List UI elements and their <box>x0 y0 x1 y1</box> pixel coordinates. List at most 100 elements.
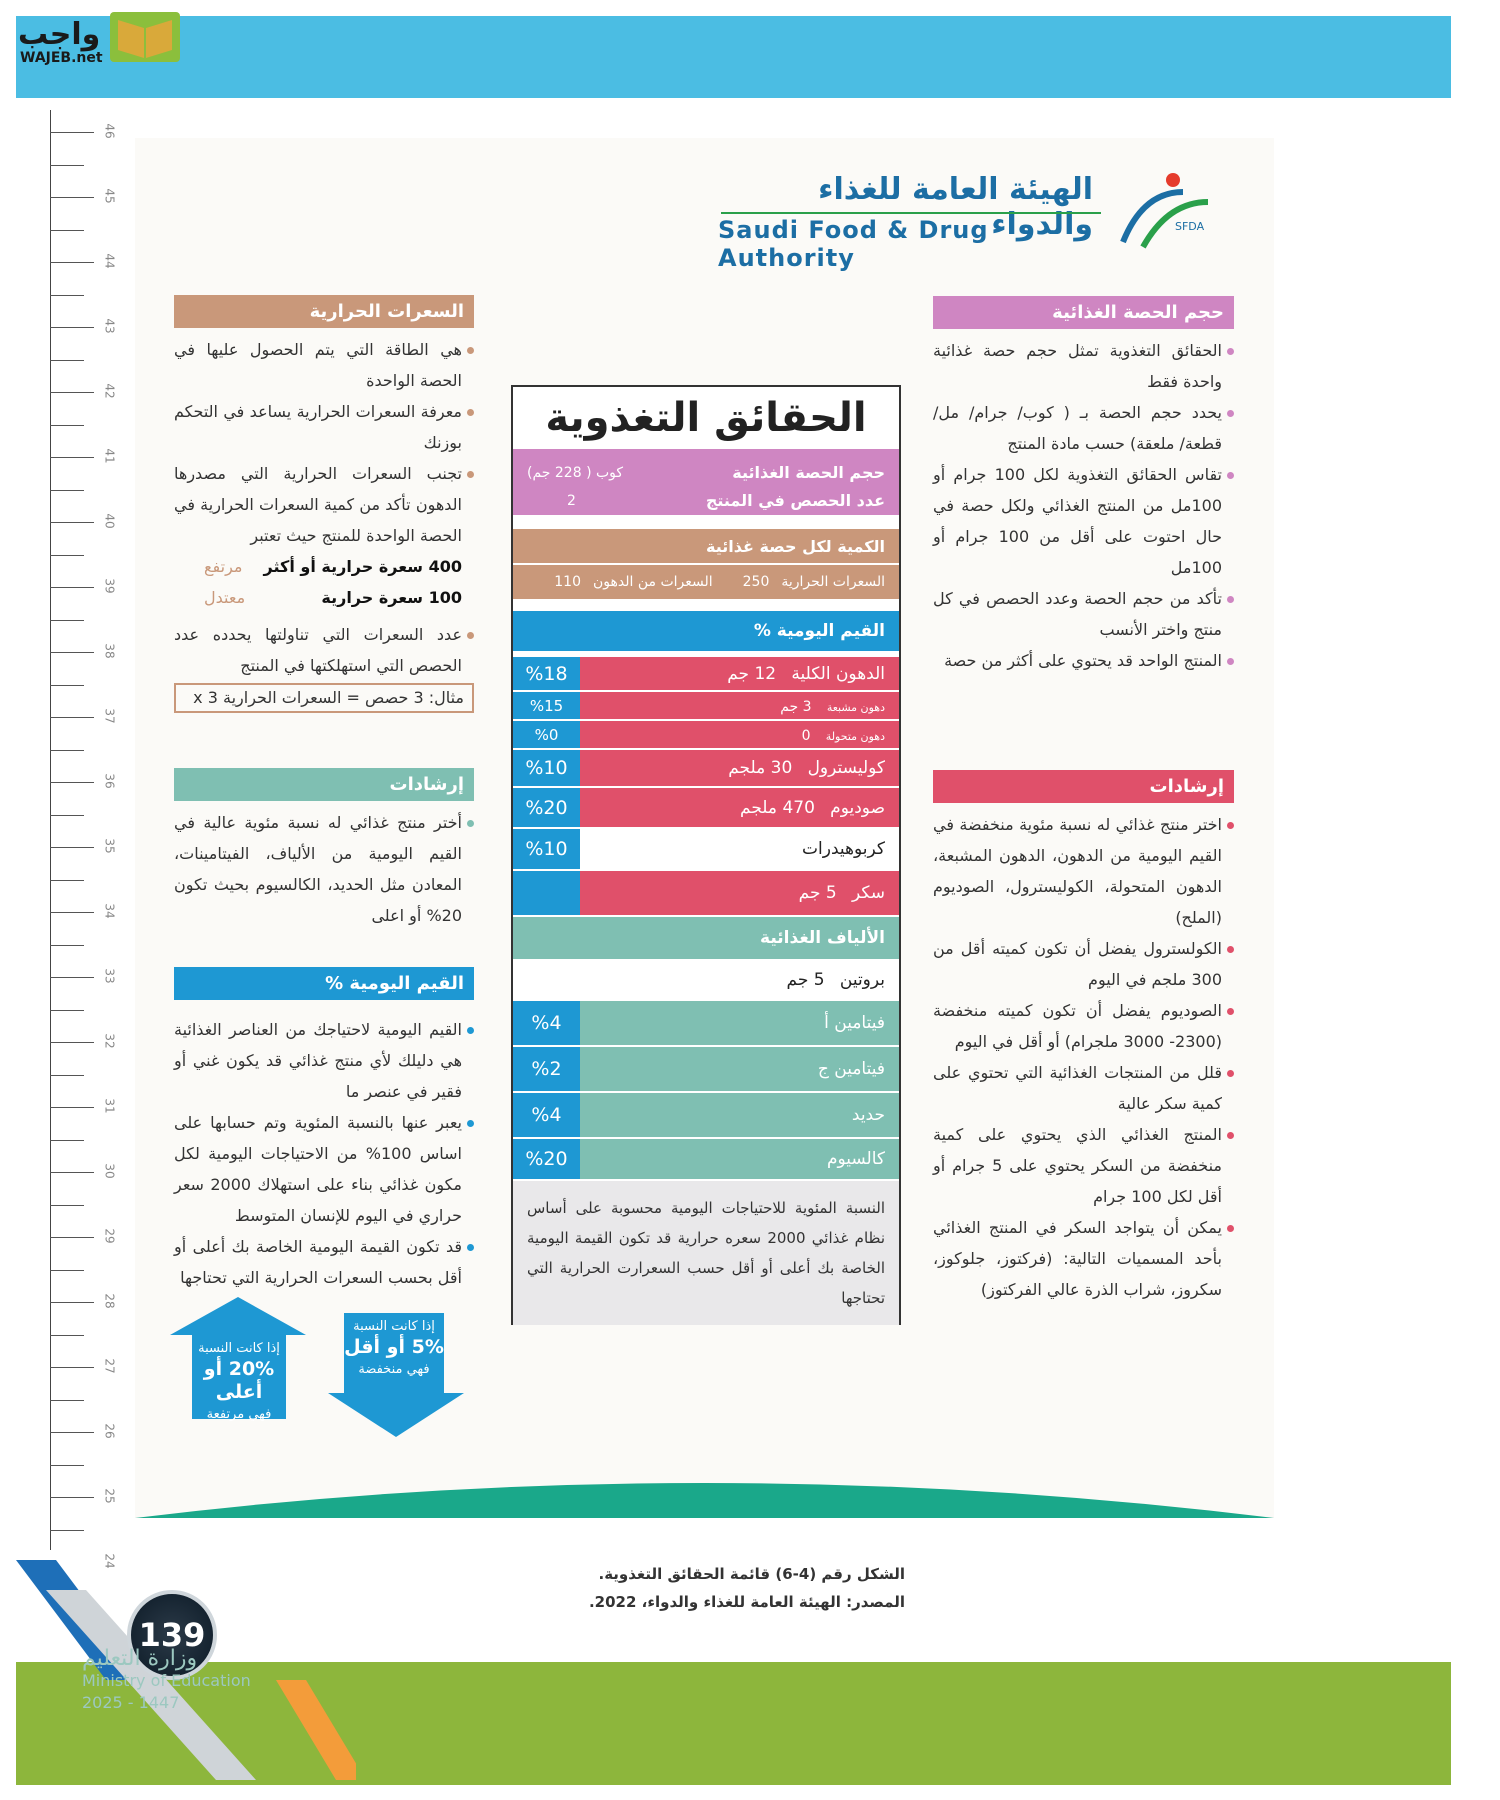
daily-value-header: القيم اليومية % <box>513 611 899 657</box>
ministry-decoration <box>16 1560 356 1780</box>
list-item: الحقائق التغذوية تمثل حجم حصة غذائية واح… <box>933 335 1234 397</box>
nutrient-row: فيتامين ج %2 <box>513 1047 899 1093</box>
section-title: السعرات الحرارية <box>174 295 474 328</box>
ruler-tick <box>50 847 94 848</box>
ruler-tick <box>50 262 94 263</box>
nutrient-amount: 30 ملجم <box>728 758 793 778</box>
ruler-number: 37 <box>102 708 117 724</box>
top-banner <box>16 16 1451 98</box>
daily-value-percent: %10 <box>513 750 580 786</box>
page-ruler: 46 45 44 43 42 41 40 39 38 37 36 35 34 33 32 31 30 29 28 27… <box>50 110 120 1569</box>
ruler-tick <box>50 1139 84 1141</box>
ruler-number: 43 <box>102 318 117 334</box>
ruler-number: 40 <box>102 513 117 529</box>
ruler-tick <box>50 294 84 296</box>
nutrient-name: الدهون الكلية <box>791 663 885 684</box>
sfda-name-en: Saudi Food & Drug Authority <box>718 216 989 272</box>
arrow-up-icon <box>170 1297 306 1419</box>
nutrient-name: دهون مشبعة <box>826 701 885 714</box>
list-item: تقاس الحقائق التغذوية لكل 100 جرام أو 10… <box>933 459 1234 583</box>
ruler-tick <box>50 684 84 686</box>
section-title: حجم الحصة الغذائية <box>933 296 1234 329</box>
nutrient-name: كوليسترول <box>807 758 885 778</box>
ruler-tick <box>50 1107 94 1108</box>
ruler-number: 44 <box>102 253 117 269</box>
ruler-number: 35 <box>102 838 117 854</box>
ruler-tick <box>50 1367 94 1368</box>
ruler-tick <box>50 197 94 198</box>
right-guidance-section: إرشادات اختر منتج غذائي له نسبة مئوية من… <box>933 770 1234 1305</box>
ruler-tick <box>50 554 84 556</box>
nutrient-row: الألياف الغذائية <box>513 917 899 961</box>
nutrient-amount: 12 جم <box>727 663 777 684</box>
nutrient-name: فيتامين أ <box>824 1013 885 1033</box>
ruler-tick <box>50 229 84 231</box>
ruler-tick <box>50 457 94 458</box>
nutrient-row: الدهون الكلية 12 جم %18 <box>513 657 899 692</box>
list-item: عدد السعرات التي تناولتها يحدده عدد الحص… <box>174 619 474 681</box>
svg-text:WAJEB.net: WAJEB.net <box>20 50 103 66</box>
ruler-tick <box>50 1269 84 1271</box>
ruler-tick <box>50 717 94 718</box>
nutrient-name: دهون متحولة <box>825 730 885 743</box>
figure-title: الشكل رقم (4-6) قائمة الحقائق التغذوية. <box>598 1565 906 1583</box>
nutrient-row: حديد %4 <box>513 1093 899 1139</box>
ruler-tick <box>50 652 94 653</box>
daily-values-section: القيم اليومية % القيم اليومية لاحتياجك م… <box>174 967 474 1293</box>
label-title: الحقائق التغذوية <box>545 395 867 441</box>
decorative-arc <box>135 1483 1274 1518</box>
daily-value-percent: %4 <box>513 1001 580 1045</box>
daily-value-percent: %0 <box>513 721 580 748</box>
nutrient-name: كالسيوم <box>826 1149 885 1169</box>
ruler-number: 41 <box>102 448 117 464</box>
list-item: الصوديوم يفضل أن تكون كميته منخفضة (2300… <box>933 995 1234 1057</box>
ruler-number: 28 <box>102 1293 117 1309</box>
ruler-tick <box>50 1074 84 1076</box>
nutrient-amount: 3 جم <box>780 699 812 715</box>
list-item: تأكد من حجم الحصة وعدد الحصص في كل منتج … <box>933 583 1234 645</box>
daily-value-percent: %20 <box>513 788 580 827</box>
ruler-number: 38 <box>102 643 117 659</box>
list-item: القيم اليومية لاحتياجك من العناصر الغذائ… <box>174 1014 474 1107</box>
ruler-number: 26 <box>102 1423 117 1439</box>
ruler-tick <box>50 619 84 621</box>
ruler-tick <box>50 1009 84 1011</box>
daily-value-percent: %15 <box>513 692 580 719</box>
daily-value-percent: %4 <box>513 1093 580 1137</box>
ruler-number: 36 <box>102 773 117 789</box>
ruler-tick <box>50 1464 84 1466</box>
ruler-tick <box>50 879 84 881</box>
ruler-tick <box>50 1204 84 1206</box>
calorie-level-moderate: 100 سعرة حرارية معتدل <box>204 588 462 607</box>
calorie-level-high: 400 سعرة حرارية أو أكثر مرتفع <box>204 557 462 576</box>
nutrient-name: بروتين <box>839 970 885 990</box>
ruler-number: 29 <box>102 1228 117 1244</box>
nutrient-name: الألياف الغذائية <box>760 928 885 948</box>
ruler-tick <box>50 1042 94 1043</box>
ruler-number: 33 <box>102 968 117 984</box>
example-box: مثال: 3 حصص = السعرات الحرارية x 3 <box>174 683 474 713</box>
list-item: تجنب السعرات الحرارية التي مصدرها الدهون… <box>174 458 474 551</box>
section-title: القيم اليومية % <box>174 967 474 1000</box>
ruler-number: 39 <box>102 578 117 594</box>
list-item: قد تكون القيمة اليومية الخاصة بك أعلى أو… <box>174 1231 474 1293</box>
nutrient-row: دهون متحولة 0 %0 <box>513 721 899 750</box>
list-item: الكولسترول يفضل أن تكون كميته أقل من 300… <box>933 933 1234 995</box>
serving-size-section: حجم الحصة الغذائية الحقائق التغذوية تمثل… <box>933 296 1234 676</box>
nutrient-row: كالسيوم %20 <box>513 1139 899 1181</box>
daily-value-percent: %20 <box>513 1139 580 1179</box>
list-item: يمكن أن يتواجد السكر في المنتج الغذائي ب… <box>933 1212 1234 1305</box>
nutrient-row: كربوهيدرات %10 <box>513 829 899 871</box>
nutrition-facts-label: الحقائق التغذوية حجم الحصة الغذائية كوب (… <box>511 385 901 1325</box>
nutrient-amount: 470 ملجم <box>740 797 815 818</box>
ruler-tick <box>50 1529 84 1531</box>
ruler-tick <box>50 1432 94 1433</box>
nutrient-amount: 5 جم <box>786 970 825 990</box>
ruler-tick <box>50 392 94 393</box>
threshold-arrows: إذا كانت النسبة 20% أو أعلى فهي مرتفعة إذا… <box>170 1297 470 1442</box>
section-title: إرشادات <box>174 768 474 801</box>
ruler-tick <box>50 1172 94 1173</box>
ruler-tick <box>50 164 84 166</box>
ruler-number: 32 <box>102 1033 117 1049</box>
nutrient-name: كربوهيدرات <box>802 839 885 859</box>
